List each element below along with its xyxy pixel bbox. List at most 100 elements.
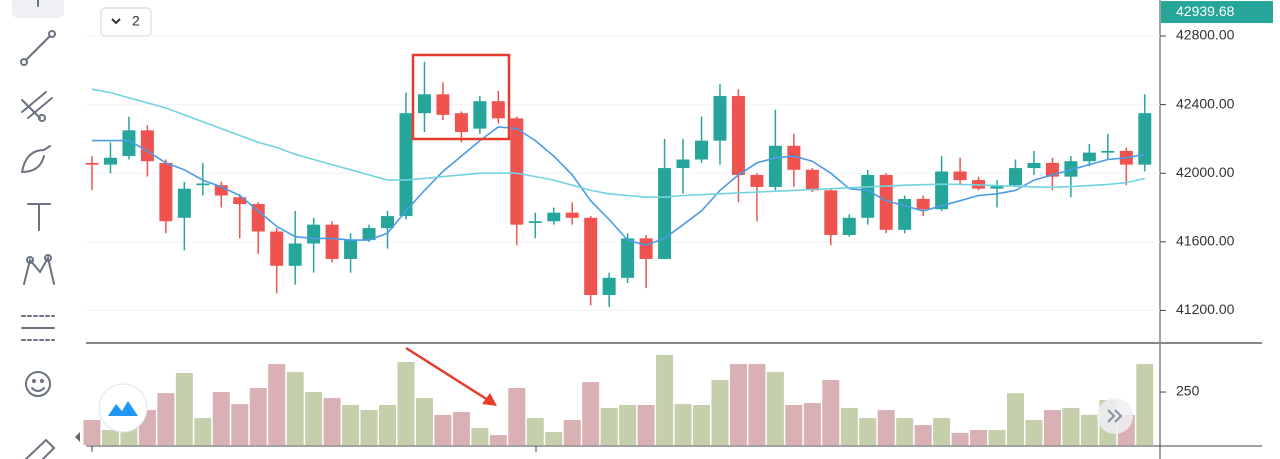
- volume-bar: [415, 397, 433, 445]
- toolbar: [0, 0, 76, 459]
- volume-bar: [249, 388, 267, 445]
- moving-average: [91, 88, 1145, 198]
- badge-bg[interactable]: [100, 7, 152, 37]
- scroll-chevrons: [1107, 409, 1123, 423]
- volume-bar: [360, 410, 378, 445]
- volume-bar: [896, 418, 914, 445]
- volume-bar: [305, 392, 323, 445]
- candle-body: [602, 277, 616, 295]
- candle-body: [196, 183, 210, 186]
- candle-body: [916, 198, 930, 210]
- candle-body: [750, 174, 764, 187]
- volume-bar: [489, 435, 507, 445]
- highlight-box: [411, 53, 511, 141]
- candle-body: [1009, 168, 1022, 186]
- tool-fib[interactable]: [21, 315, 55, 341]
- volume-bar: [711, 379, 729, 445]
- tool-pitchfork[interactable]: [21, 91, 53, 122]
- candle-body: [842, 217, 856, 235]
- volume-bar: [1025, 420, 1043, 445]
- y-tick-label: 41200.00: [1176, 301, 1235, 317]
- candle-body: [990, 185, 1004, 189]
- price-pane: 41200.00 41600.00 42000.00 42400.00 42800.00…: [85, 1, 1273, 317]
- tool-ruler[interactable]: [25, 438, 56, 459]
- candle-body: [122, 130, 136, 157]
- candle-body: [344, 240, 358, 259]
- candle-body: [547, 212, 561, 222]
- volume-bar: [766, 372, 784, 445]
- candle-body: [381, 216, 395, 229]
- candle-body: [1138, 113, 1152, 165]
- candle-body: [159, 162, 173, 222]
- badge-count: 2: [132, 13, 140, 29]
- candle-body: [787, 145, 801, 170]
- tool-active[interactable]: [12, 0, 64, 18]
- volume-bar: [194, 418, 212, 445]
- tool-text[interactable]: [27, 203, 51, 231]
- volume-bar: [933, 418, 951, 445]
- candle-body: [935, 171, 949, 210]
- candle-body: [565, 212, 579, 218]
- candle-body: [1027, 162, 1041, 169]
- badge-chevron[interactable]: [111, 18, 121, 25]
- arrow-shaft: [405, 346, 489, 402]
- volume-bar: [83, 420, 101, 445]
- candle-body: [325, 224, 339, 259]
- volume-bar: [508, 388, 526, 445]
- collapse-arrow[interactable]: [75, 432, 80, 442]
- moving-average: [92, 126, 1145, 247]
- logo-circle[interactable]: [98, 383, 148, 433]
- tool-pattern[interactable]: [23, 254, 55, 285]
- volume-bar: [471, 428, 489, 445]
- tool-brush[interactable]: [21, 145, 51, 173]
- volume-bar: [637, 404, 655, 445]
- candle-body: [177, 188, 191, 218]
- candle-body: [233, 197, 247, 205]
- candle-body: [436, 94, 450, 115]
- tool-emoji[interactable]: [25, 371, 51, 397]
- volume-bar: [619, 404, 637, 445]
- logo-button[interactable]: [98, 383, 148, 433]
- volume-bar: [785, 404, 803, 445]
- scroll-button[interactable]: [1097, 398, 1133, 434]
- volume-bar: [231, 404, 249, 445]
- volume-bar: [175, 372, 193, 445]
- indicator-badge[interactable]: 2: [100, 7, 152, 37]
- candle-body: [1101, 150, 1115, 153]
- candle-body: [251, 204, 265, 232]
- candle-body: [362, 228, 376, 241]
- candle-body: [768, 145, 782, 187]
- volume-bar: [1007, 393, 1024, 445]
- candle-body: [731, 96, 745, 175]
- volume-bar: [563, 420, 581, 445]
- candle-body: [584, 217, 598, 295]
- candle-body: [417, 94, 431, 114]
- candle-body: [510, 118, 524, 225]
- volume-bar: [914, 425, 932, 445]
- last-price-box: [1161, 1, 1273, 24]
- y-tick-label: 42400.00: [1176, 95, 1235, 111]
- arrow-head: [482, 393, 497, 406]
- volume-bar: [674, 404, 692, 445]
- volume-bar: [748, 364, 766, 445]
- volume-bar: [526, 418, 544, 445]
- volume-bar: [323, 397, 341, 445]
- volume-bar: [582, 382, 600, 445]
- volume-bar: [656, 354, 674, 445]
- candle-body: [621, 238, 635, 278]
- volume-bar: [951, 432, 969, 445]
- candle-body: [639, 238, 653, 259]
- candle-body: [491, 101, 505, 119]
- y-tick-label: 250: [1176, 383, 1200, 399]
- logo-mark: [108, 401, 138, 416]
- volume-pane: 250: [83, 354, 1200, 445]
- volume-bar: [545, 432, 563, 445]
- volume-bar: [101, 429, 119, 445]
- volume-bar: [600, 407, 618, 445]
- candle-body: [399, 113, 413, 217]
- candle-body: [953, 171, 967, 181]
- volume-bar: [1080, 414, 1098, 445]
- tool-trend-line[interactable]: [20, 30, 56, 66]
- volume-bar: [1062, 407, 1080, 445]
